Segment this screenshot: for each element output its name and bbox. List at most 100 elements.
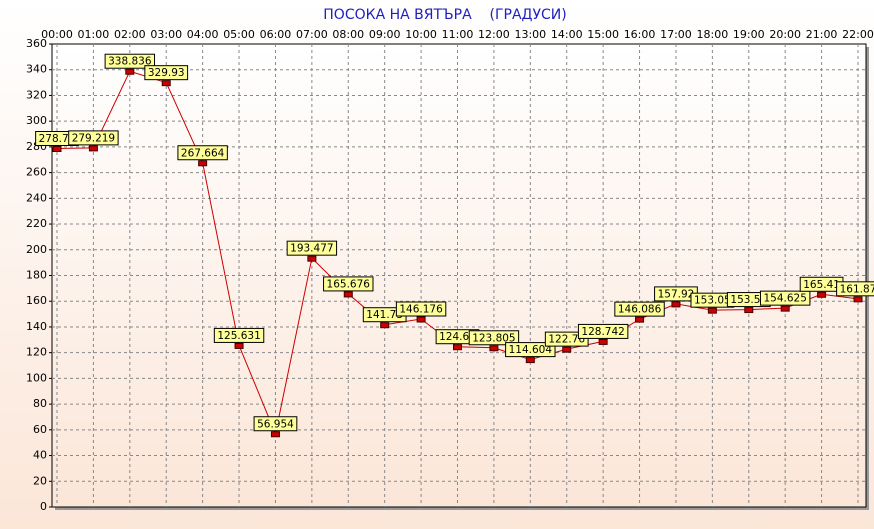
marker	[635, 316, 645, 323]
data-label: 123.805	[468, 330, 520, 346]
marker	[489, 345, 499, 352]
marker	[270, 431, 280, 438]
y-tick-label: 40	[33, 449, 47, 462]
data-label: 193.477	[286, 240, 338, 256]
data-label-text: 114.604	[509, 344, 553, 356]
y-tick-label: 320	[26, 88, 47, 101]
data-label-text: 338.836	[108, 56, 152, 68]
data-label: 267.664	[177, 145, 228, 161]
x-tick-label: 18:00	[697, 28, 729, 41]
data-label-text: 267.664	[181, 147, 225, 159]
marker	[744, 307, 754, 314]
marker	[234, 342, 244, 349]
x-tick-label: 03:00	[150, 28, 182, 41]
data-label-text: 279.219	[72, 132, 115, 144]
data-label-text: 154.625	[763, 293, 806, 305]
data-label: 154.625	[759, 290, 811, 306]
data-label-text: 153.51	[730, 294, 767, 306]
y-tick-label: 160	[26, 294, 47, 307]
data-label: 128.742	[577, 323, 629, 339]
data-label: 161.87	[836, 281, 874, 297]
x-tick-label: 06:00	[260, 28, 292, 41]
marker	[380, 322, 390, 329]
x-tick-label: 02:00	[114, 28, 146, 41]
marker	[780, 305, 790, 312]
x-tick-label: 11:00	[442, 28, 474, 41]
data-label-text: 157.92	[658, 288, 695, 300]
data-label-text: 329.93	[148, 67, 185, 79]
data-label-text: 128.742	[581, 326, 624, 338]
data-label: 114.604	[505, 342, 556, 358]
y-tick-label: 20	[33, 474, 47, 487]
marker	[198, 160, 208, 167]
x-tick-label: 17:00	[660, 28, 692, 41]
data-label-text: 125.631	[217, 330, 260, 342]
data-label-box	[468, 330, 520, 346]
data-label-box	[177, 145, 228, 161]
y-tick-label: 300	[26, 114, 47, 127]
data-label-text: 193.477	[290, 243, 333, 255]
y-tick-label: 240	[26, 191, 47, 204]
x-tick-label: 05:00	[223, 28, 255, 41]
y-tick-label: 220	[26, 217, 47, 230]
x-tick-label: 07:00	[296, 28, 328, 41]
data-label-text: 278.75	[39, 133, 76, 145]
marker	[671, 301, 681, 308]
data-label: 146.176	[395, 301, 447, 317]
data-label: 122.76	[544, 331, 589, 347]
x-tick-label: 19:00	[733, 28, 765, 41]
y-tick-label: 200	[26, 243, 47, 256]
data-label: 146.086	[614, 301, 665, 317]
data-label: 279.219	[68, 130, 119, 146]
marker	[453, 344, 462, 351]
x-tick-label: 12:00	[478, 28, 510, 41]
marker	[307, 255, 317, 262]
data-label-text: 122.76	[548, 334, 585, 346]
data-label-box	[577, 323, 629, 339]
x-tick-label: 09:00	[369, 28, 401, 41]
marker	[161, 80, 171, 87]
data-label: 56.954	[253, 416, 298, 432]
data-label: 157.92	[654, 286, 698, 302]
x-tick-label: 21:00	[806, 28, 838, 41]
data-label-text: 165.676	[327, 278, 371, 290]
data-label-box	[759, 290, 811, 306]
data-label-box	[213, 327, 265, 343]
marker	[416, 316, 426, 323]
data-label-box	[505, 342, 556, 358]
y-tick-label: 260	[26, 166, 47, 179]
data-label-box	[286, 240, 338, 256]
data-label-text: 165.41	[803, 279, 840, 291]
y-tick-label: 100	[26, 371, 47, 384]
data-label: 338.836	[104, 53, 156, 69]
data-label-box	[836, 281, 874, 297]
data-label-box	[614, 301, 665, 317]
y-tick-label: 0	[40, 500, 47, 513]
x-tick-label: 00:00	[41, 28, 73, 41]
marker	[853, 296, 863, 303]
data-label-box	[544, 331, 589, 347]
marker	[125, 68, 135, 75]
data-label: 153.51	[726, 292, 771, 308]
y-tick-label: 180	[26, 269, 47, 282]
data-label: 278.75	[35, 130, 79, 146]
y-tick-label: 60	[33, 423, 47, 436]
data-label: 165.676	[323, 276, 374, 292]
marker	[88, 145, 98, 152]
y-tick-label: 120	[26, 346, 47, 359]
marker	[598, 338, 608, 345]
data-label: 125.631	[213, 327, 265, 343]
data-label-text: 161.87	[840, 283, 874, 295]
data-label-box	[323, 276, 374, 292]
data-label-text: 56.954	[257, 418, 294, 430]
data-label-text: 124.63	[439, 331, 476, 343]
marker	[707, 307, 717, 314]
marker	[525, 357, 535, 364]
data-label-box	[104, 53, 156, 69]
y-tick-label: 140	[26, 320, 47, 333]
data-label-box	[395, 301, 447, 317]
data-label: 153.05	[690, 292, 735, 308]
x-tick-label: 10:00	[405, 28, 437, 41]
data-label-box	[68, 130, 119, 146]
